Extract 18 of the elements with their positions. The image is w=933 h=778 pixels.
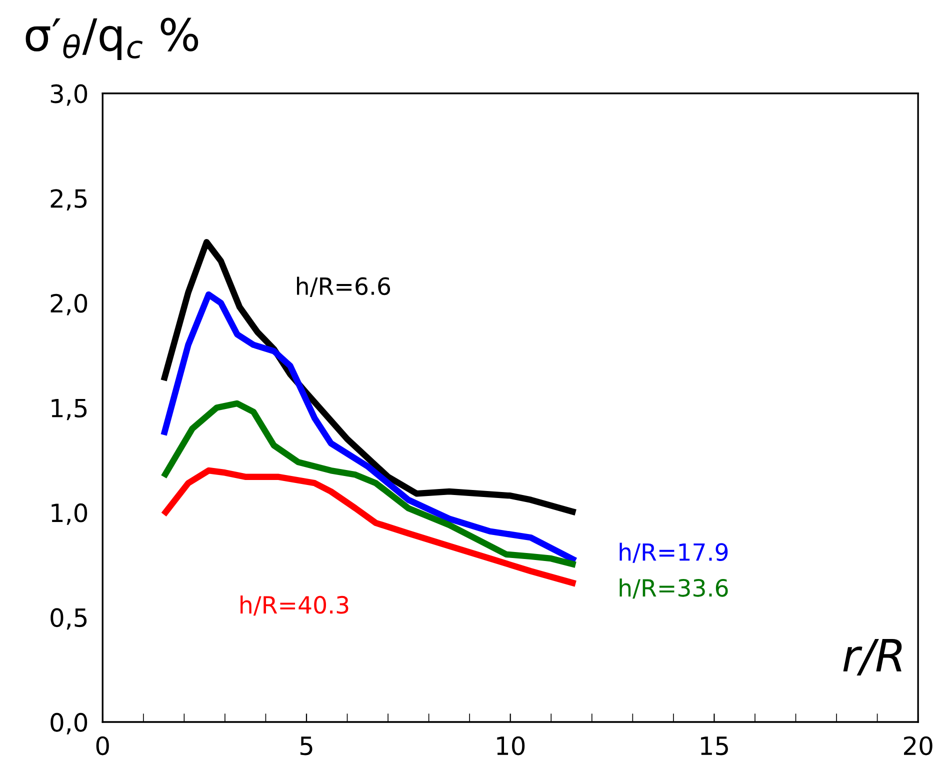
y-tick-label: 1,0 <box>52 503 88 525</box>
y-tick-label: 2,0 <box>50 294 88 316</box>
x-tick-label: 5 <box>300 736 312 756</box>
y-tick-label: 0,0 <box>50 712 88 734</box>
annotation: h/R=17.9 <box>620 542 728 563</box>
x-tick-label: 10 <box>497 736 525 756</box>
y-tick-label: 2,5 <box>50 189 87 211</box>
y-tick-label: 3,0 <box>50 84 88 106</box>
y-axis-title: σ′$_{θ}$/q$_{c}$ % <box>26 18 198 60</box>
x-tick-label: 15 <box>701 736 728 756</box>
annotation: h/R=40.3 <box>240 596 348 616</box>
x-axis-title: r/R <box>843 638 902 676</box>
annotation: h/R=6.6 <box>297 276 390 297</box>
y-tick-label: 1,5 <box>52 398 87 420</box>
x-tick-label: 0 <box>96 736 109 756</box>
y-tick-label: 0,5 <box>50 608 87 630</box>
annotation: h/R=33.6 <box>620 578 728 599</box>
x-tick-label: 20 <box>904 736 932 756</box>
